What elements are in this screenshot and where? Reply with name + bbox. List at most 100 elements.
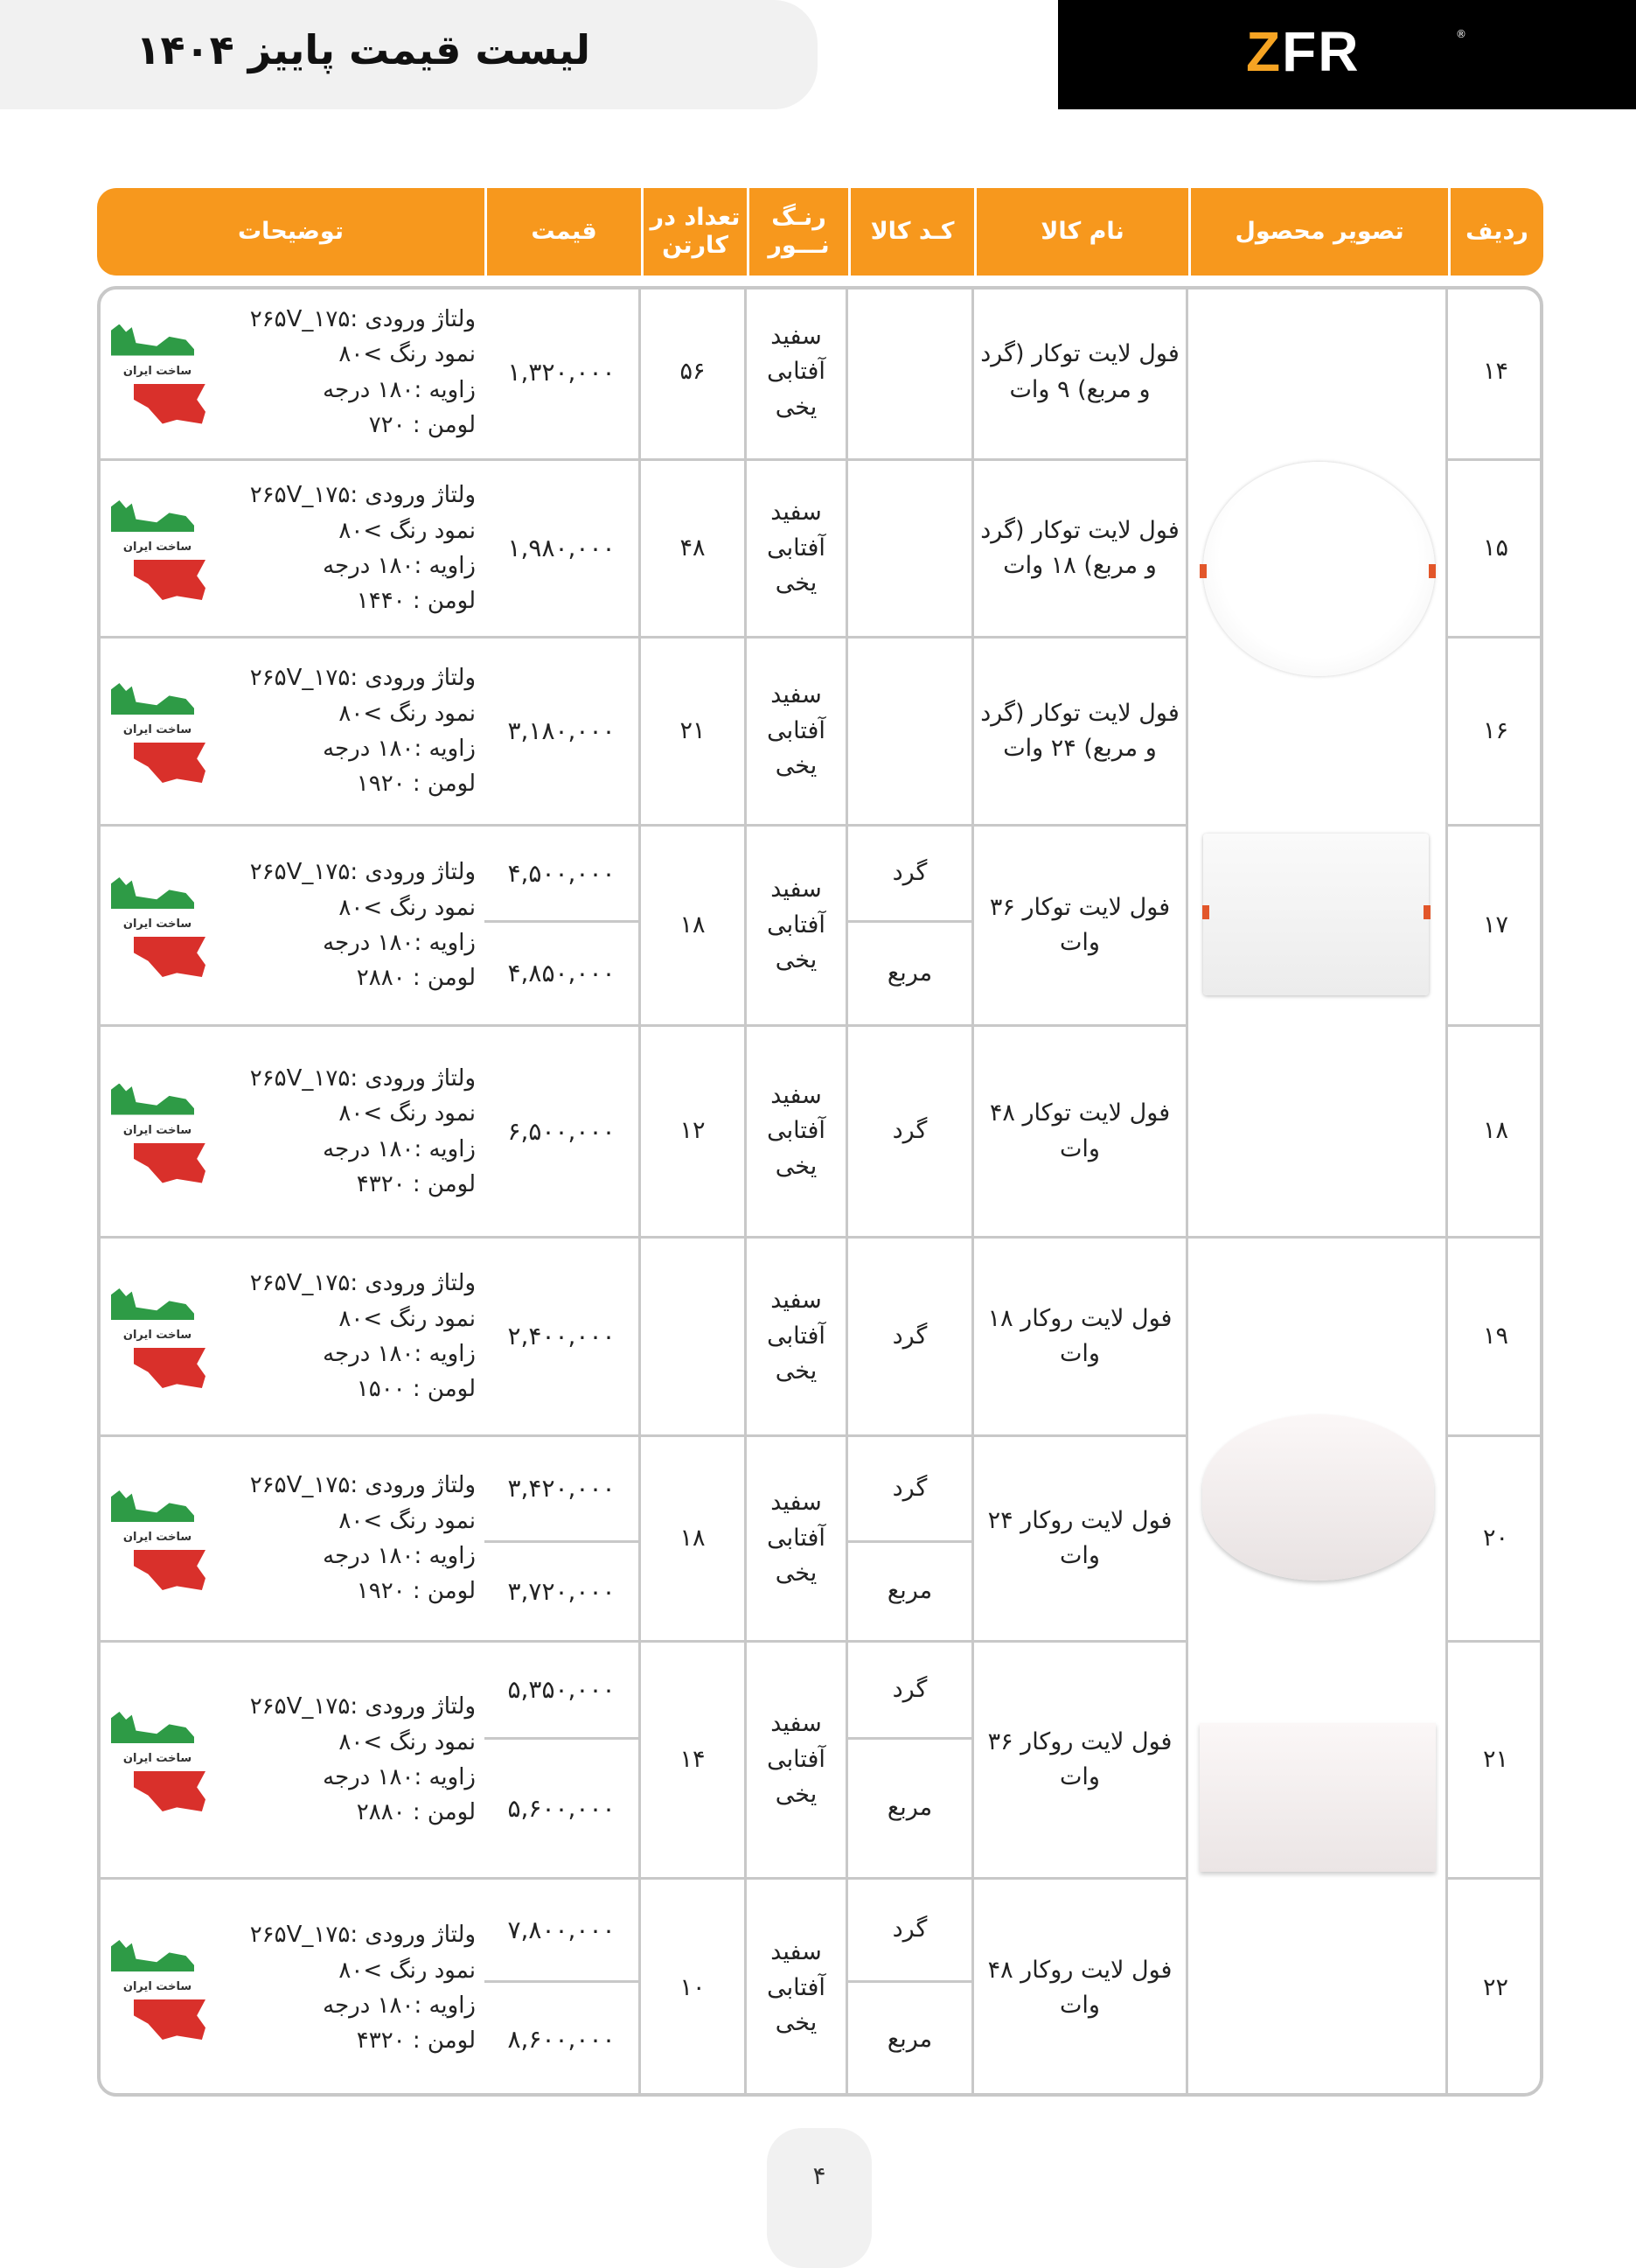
price: ۱,۳۲۰,۰۰۰ [484,286,641,461]
description-text: ولتاژ ورودی :۱۷۵_۲۶۵V نمود رنگ >۸۰ زاویه :… [250,1468,476,1609]
description-line: ولتاژ ورودی :۱۷۵_۲۶۵V [249,305,476,332]
made-in-iran-badge: ساخت ایران [109,316,205,429]
badge-text: ساخت ایران [122,541,192,554]
square-panel-image [1203,834,1429,995]
description: ولتاژ ورودی :۱۷۵_۲۶۵V نمود رنگ >۸۰ زاویه :… [97,1239,484,1437]
product-name: فول لایت توکار (گرد و مربع) ۹ وات [974,286,1188,461]
header-light-color: رنـگ نـــور [747,188,848,276]
header-price: قیمت [484,188,641,276]
price: ۳,۱۸۰,۰۰۰ [484,639,641,827]
description-text: ولتاژ ورودی :۱۷۵_۲۶۵V نمود رنگ >۸۰ زاویه :… [250,1917,476,2058]
product-code: مربع [848,1543,974,1643]
description-line: نمود رنگ >۸۰ [338,1100,476,1127]
iran-map-red-icon [134,1142,205,1183]
description-line: زاویه :۱۸۰ درجه [323,1764,476,1790]
product-code: مربع [848,1740,974,1880]
description-line: لومن : ۷۲۰ [368,411,476,438]
carton-qty: ۱۲ [641,1027,747,1239]
description-line: ولتاژ ورودی :۱۷۵_۲۶۵V [249,1472,476,1499]
round-surface-panel-image [1202,1414,1434,1581]
light-color: سفید آفتابی یخی [747,1880,848,2097]
description-line: لومن : ۱۵۰۰ [356,1376,476,1403]
description-line: لومن : ۲۸۸۰ [356,1799,476,1826]
description-line: لومن : ۱۹۲۰ [356,771,476,798]
row-number: ۱۶ [1448,639,1543,827]
product-name: فول لایت روکار ۲۴ وات [974,1437,1188,1643]
description: ولتاژ ورودی :۱۷۵_۲۶۵V نمود رنگ >۸۰ زاویه :… [97,1880,484,2097]
iran-map-green-icon [111,324,194,356]
description-line: نمود رنگ >۸۰ [338,1305,476,1332]
product-name: فول لایت توکار (گرد و مربع) ۱۸ وات [974,461,1188,639]
description-line: زاویه :۱۸۰ درجه [323,1135,476,1162]
badge-text: ساخت ایران [122,1329,192,1342]
brand-logo: ZFR ® [1058,0,1636,109]
header-carton-qty: تعداد در کارتن [641,188,747,276]
product-name: فول لایت توکار (گرد و مربع) ۲۴ وات [974,639,1188,827]
description-line: نمود رنگ >۸۰ [338,700,476,727]
badge-text: ساخت ایران [122,1531,192,1544]
description: ولتاژ ورودی :۱۷۵_۲۶۵V نمود رنگ >۸۰ زاویه :… [97,1027,484,1239]
header-product-image: تصویر محصول [1188,188,1448,276]
product-code: گرد [848,1239,974,1437]
badge-text: ساخت ایران [122,1980,192,1993]
made-in-iran-badge: ساخت ایران [109,1931,205,2045]
price: ۶,۵۰۰,۰۰۰ [484,1027,641,1239]
description-line: زاویه :۱۸۰ درجه [323,376,476,403]
product-code: گرد [848,1027,974,1239]
made-in-iran-badge: ساخت ایران [109,1482,205,1595]
light-color: سفید آفتابی یخی [747,1643,848,1880]
registered-icon: ® [1456,28,1466,40]
iran-map-red-icon [134,1999,205,2040]
description-line: لومن : ۴۳۲۰ [356,1170,476,1197]
product-code: مربع [848,1983,974,2097]
product-name: فول لایت روکار ۴۸ وات [974,1880,1188,2097]
description-line: نمود رنگ >۸۰ [338,341,476,368]
description-line: لومن : ۱۴۴۰ [356,588,476,615]
price: ۵,۶۰۰,۰۰۰ [484,1740,641,1880]
product-name: فول لایت توکار ۴۸ وات [974,1027,1188,1239]
description-text: ولتاژ ورودی :۱۷۵_۲۶۵V نمود رنگ >۸۰ زاویه :… [250,1689,476,1830]
description-line: ولتاژ ورودی :۱۷۵_۲۶۵V [249,1693,476,1720]
header-row-number: ردیف [1448,188,1543,276]
description-line: نمود رنگ >۸۰ [338,517,476,544]
carton-qty: ۵۶ [641,286,747,461]
page-title: لیست قیمت پاییز ۱۴۰۴ [136,26,590,73]
iran-map-red-icon [134,383,205,424]
price: ۸,۶۰۰,۰۰۰ [484,1983,641,2097]
iran-map-green-icon [111,1288,194,1320]
row-number: ۱۴ [1448,286,1543,461]
description-line: ولتاژ ورودی :۱۷۵_۲۶۵V [249,1922,476,1949]
iran-map-green-icon [111,683,194,715]
description-line: نمود رنگ >۸۰ [338,1507,476,1534]
description-line: زاویه :۱۸۰ درجه [323,1992,476,2019]
iran-map-red-icon [134,937,205,977]
spring-clip [1429,564,1436,578]
price: ۳,۷۲۰,۰۰۰ [484,1543,641,1643]
row-number: ۱۷ [1448,827,1543,1027]
iran-map-green-icon [111,1940,194,1971]
light-color: سفید آفتابی یخی [747,286,848,461]
made-in-iran-badge: ساخت ایران [109,1075,205,1189]
description-text: ولتاژ ورودی :۱۷۵_۲۶۵V نمود رنگ >۸۰ زاویه :… [250,478,476,618]
description-line: ولتاژ ورودی :۱۷۵_۲۶۵V [249,482,476,509]
iran-map-green-icon [111,1083,194,1115]
carton-qty: ۱۸ [641,827,747,1027]
price: ۴,۸۵۰,۰۰۰ [484,923,641,1027]
carton-qty: ۱۰ [641,1880,747,2097]
made-in-iran-badge: ساخت ایران [109,1280,205,1393]
product-code: گرد [848,1437,974,1543]
price: ۲,۴۰۰,۰۰۰ [484,1239,641,1437]
price: ۴,۵۰۰,۰۰۰ [484,827,641,923]
carton-qty: ۱۴ [641,1643,747,1880]
carton-qty: ۲۱ [641,639,747,827]
description: ولتاژ ورودی :۱۷۵_۲۶۵V نمود رنگ >۸۰ زاویه :… [97,1437,484,1643]
price: ۵,۳۵۰,۰۰۰ [484,1643,641,1740]
description-line: لومن : ۴۳۲۰ [356,2027,476,2055]
description: ولتاژ ورودی :۱۷۵_۲۶۵V نمود رنگ >۸۰ زاویه :… [97,461,484,639]
description-line: زاویه :۱۸۰ درجه [323,553,476,579]
price: ۱,۹۸۰,۰۰۰ [484,461,641,639]
iran-map-red-icon [134,1348,205,1388]
light-color: سفید آفتابی یخی [747,1239,848,1437]
round-panel-image [1203,462,1435,676]
badge-text: ساخت ایران [122,364,192,378]
